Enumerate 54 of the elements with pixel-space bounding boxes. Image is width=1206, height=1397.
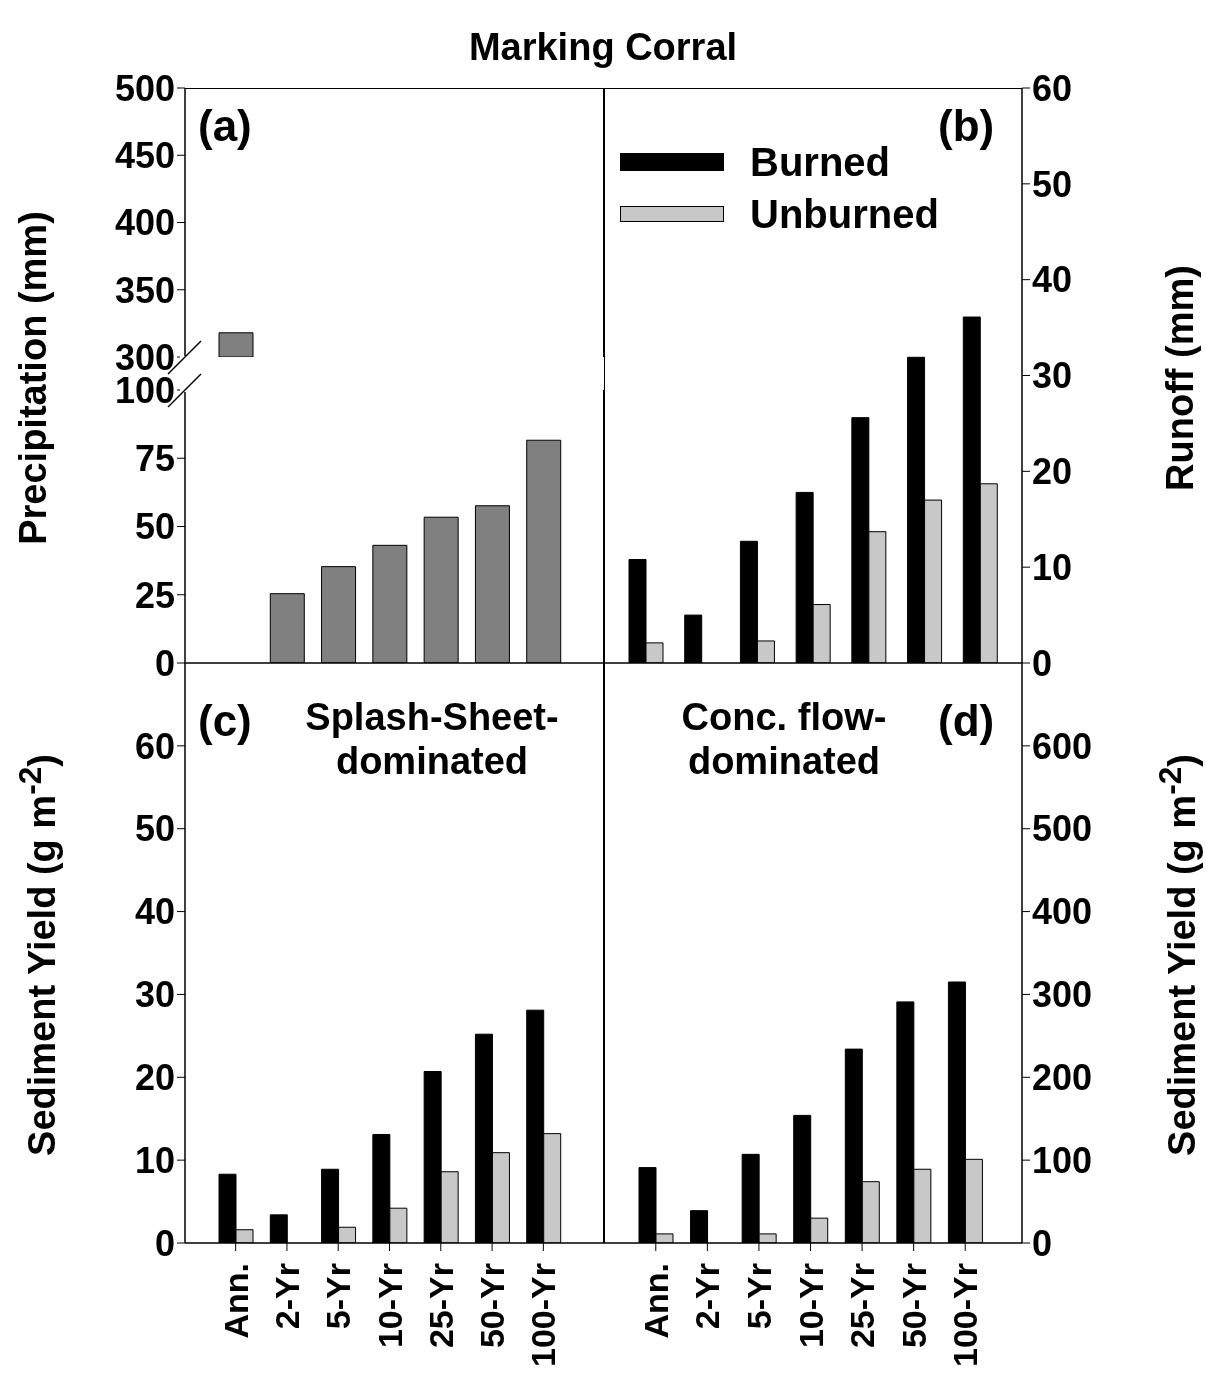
annotation: Splash-Sheet-dominated (304, 695, 560, 783)
y-tick-label: 60 (134, 725, 175, 767)
x-tick-label: 50-Yr (473, 1263, 512, 1349)
annotation: (c) (198, 695, 253, 747)
x-tick-label: 10-Yr (370, 1263, 409, 1349)
annotation: Conc. flow-dominated (680, 695, 888, 783)
y2-tick-label: 100 (1032, 1139, 1093, 1181)
y-tick-label: 30 (134, 974, 175, 1016)
annotation: (d) (938, 695, 996, 747)
y-tick-label: 0 (154, 1222, 175, 1264)
annotation: (b) (938, 100, 996, 152)
y2-tick-label: 200 (1032, 1057, 1093, 1099)
x-tick-label: 2-Yr (267, 1263, 306, 1330)
x-tick-label: 5-Yr (319, 1263, 358, 1330)
y-tick-label: 450 (114, 135, 175, 177)
x-tick-label: 100-Yr (946, 1263, 985, 1367)
y2-tick-label: 50 (1032, 163, 1073, 205)
x-tick-label: 50-Yr (894, 1263, 933, 1349)
y2-axis-title: Runoff (mm) (1159, 265, 1201, 491)
x-tick-label: Ann. (216, 1263, 255, 1339)
legend-label: Burned (750, 139, 890, 185)
y-tick-label: 40 (134, 891, 175, 933)
y2-tick-label: 40 (1032, 259, 1073, 301)
y2-tick-label: 10 (1032, 546, 1073, 588)
y2-tick-label: 400 (1032, 891, 1093, 933)
chart-title: Marking Corral (468, 25, 738, 69)
y-tick-label: 25 (134, 574, 175, 616)
y-tick-label: 400 (114, 202, 175, 244)
y2-tick-label: 300 (1032, 974, 1093, 1016)
y-tick-label: 75 (134, 438, 175, 480)
y2-tick-label: 30 (1032, 355, 1073, 397)
y-tick-label: 50 (134, 506, 175, 548)
y-tick-label: 0 (154, 642, 175, 684)
x-tick-label: 5-Yr (739, 1263, 778, 1330)
y-tick-label: 50 (134, 808, 175, 850)
y-axis-title: Precipitation (mm) (12, 211, 54, 545)
x-tick-label: 2-Yr (688, 1263, 727, 1330)
y-tick-label: 20 (134, 1057, 175, 1099)
x-tick-label: 10-Yr (791, 1263, 830, 1349)
y2-tick-label: 0 (1032, 1222, 1053, 1264)
y-tick-label: 500 (114, 67, 175, 109)
y2-tick-label: 0 (1032, 642, 1053, 684)
x-tick-label: Ann. (636, 1263, 675, 1339)
legend-label: Unburned (750, 191, 939, 237)
y2-tick-label: 500 (1032, 808, 1093, 850)
x-tick-label: 25-Yr (421, 1263, 460, 1349)
y2-tick-label: 600 (1032, 725, 1093, 767)
x-tick-label: 100-Yr (524, 1263, 563, 1367)
x-tick-label: 25-Yr (843, 1263, 882, 1349)
y2-tick-label: 20 (1032, 451, 1073, 493)
annotation: (a) (198, 100, 253, 152)
y-tick-label: 350 (114, 269, 175, 311)
y2-tick-label: 60 (1032, 67, 1073, 109)
y-tick-label: 10 (134, 1139, 175, 1181)
